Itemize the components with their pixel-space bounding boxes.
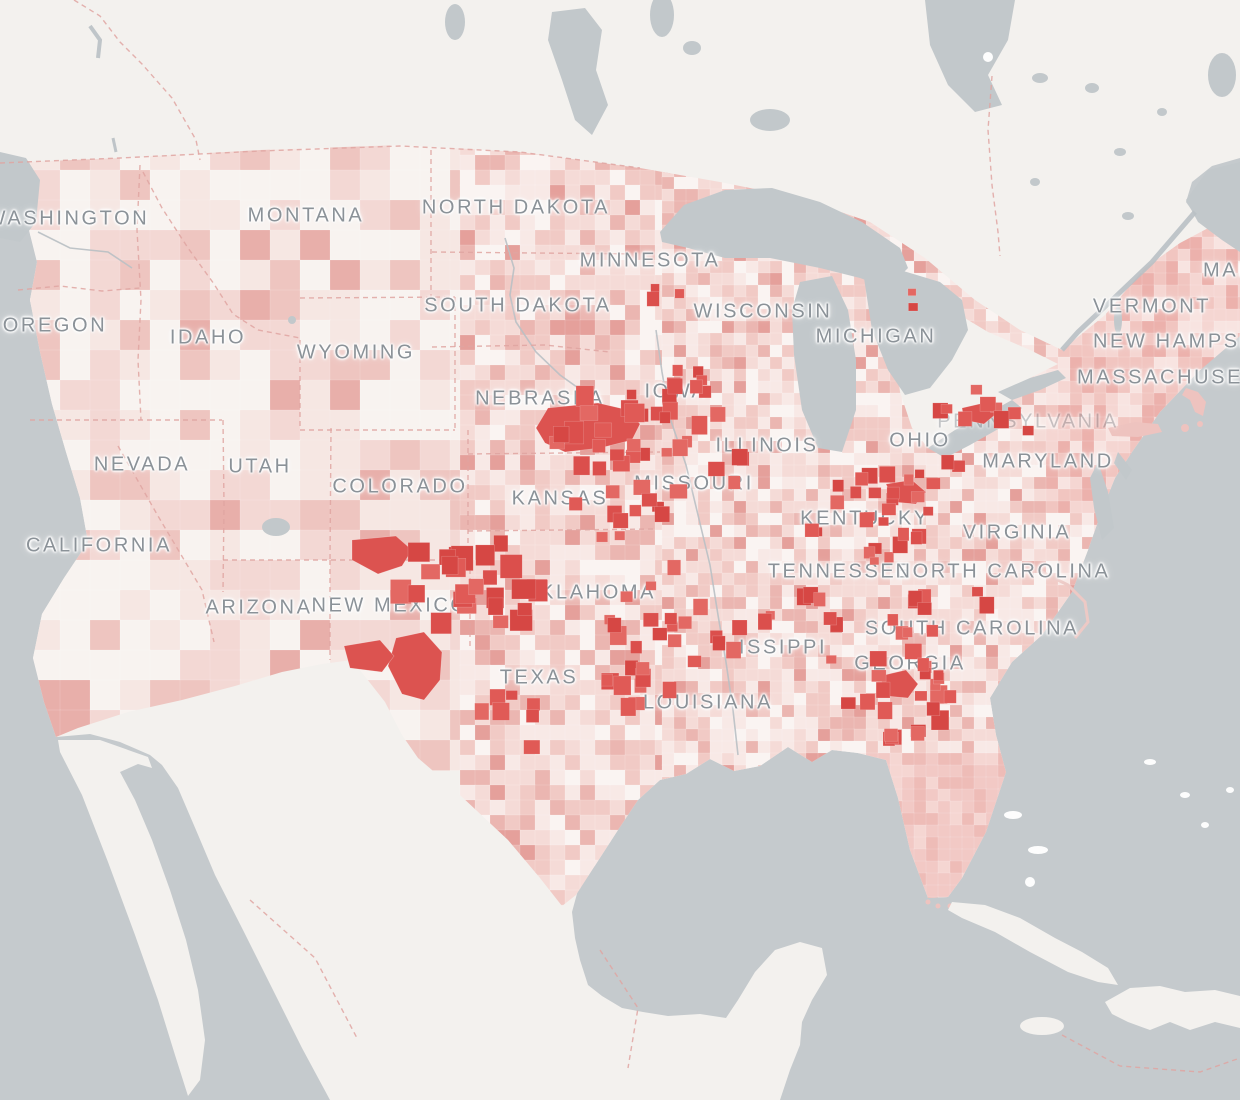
lake-huron (864, 270, 968, 395)
lake-winnipeg (548, 8, 608, 135)
state-border (329, 427, 332, 561)
delaware-bay (1114, 452, 1132, 480)
island (1181, 424, 1189, 432)
lakes-layer (0, 0, 1240, 540)
state-border (142, 171, 301, 339)
bahamas-island (1004, 811, 1022, 819)
canada-lake (1030, 178, 1040, 186)
canada-lake (445, 4, 465, 40)
bahamas-island (1144, 759, 1156, 765)
state-border (299, 296, 456, 299)
canada-lake (1157, 108, 1167, 116)
state-border (467, 528, 656, 532)
state-border (431, 344, 611, 353)
state-border (17, 285, 141, 292)
florida-key (925, 899, 931, 905)
state-border (599, 949, 639, 1069)
jamaica (1020, 1017, 1064, 1035)
canada-lake (1122, 212, 1134, 220)
state-border (431, 251, 641, 255)
state-border (73, 0, 201, 161)
bahamas-island (1201, 822, 1209, 828)
baja-california-peninsula (58, 740, 205, 1096)
james-bay (925, 0, 1015, 112)
outer-banks (1041, 570, 1090, 639)
canada-lake (1114, 148, 1126, 156)
canada-lake (683, 41, 701, 55)
island (1197, 421, 1203, 427)
canada-lake (1208, 53, 1236, 97)
cuba (948, 902, 1118, 985)
great-salt-lake (262, 518, 290, 536)
bahamas-island (1180, 792, 1190, 798)
cape-cod (1182, 388, 1206, 416)
canada-lake (1032, 73, 1048, 83)
state-border (222, 419, 225, 593)
state-border (136, 164, 142, 421)
state-borders-layer (0, 0, 1240, 1073)
lake-ontario (998, 370, 1066, 400)
lake-superior (660, 188, 908, 288)
canada-lake (1085, 83, 1099, 93)
bahamas-island (1028, 846, 1048, 854)
state-border (249, 899, 359, 1041)
chesapeake-bay (1090, 462, 1114, 540)
hispaniola (1105, 986, 1240, 1030)
james-bay-island (983, 52, 993, 62)
gulf-st-lawrence (1186, 162, 1240, 252)
puget-sound (0, 152, 40, 242)
yellowstone-lake (288, 316, 296, 324)
lake-michigan (792, 276, 856, 452)
bahamas-island (1025, 877, 1035, 887)
lake-champlain (1114, 306, 1122, 334)
coastal-islands-layer (925, 52, 1240, 1035)
canada-lake (650, 0, 674, 37)
canada-lake (750, 109, 790, 131)
florida-key (935, 903, 941, 909)
state-border (117, 445, 215, 643)
bahamas-island (1226, 787, 1234, 793)
state-border (0, 145, 641, 169)
long-island (1108, 422, 1162, 437)
state-border (987, 75, 1001, 257)
